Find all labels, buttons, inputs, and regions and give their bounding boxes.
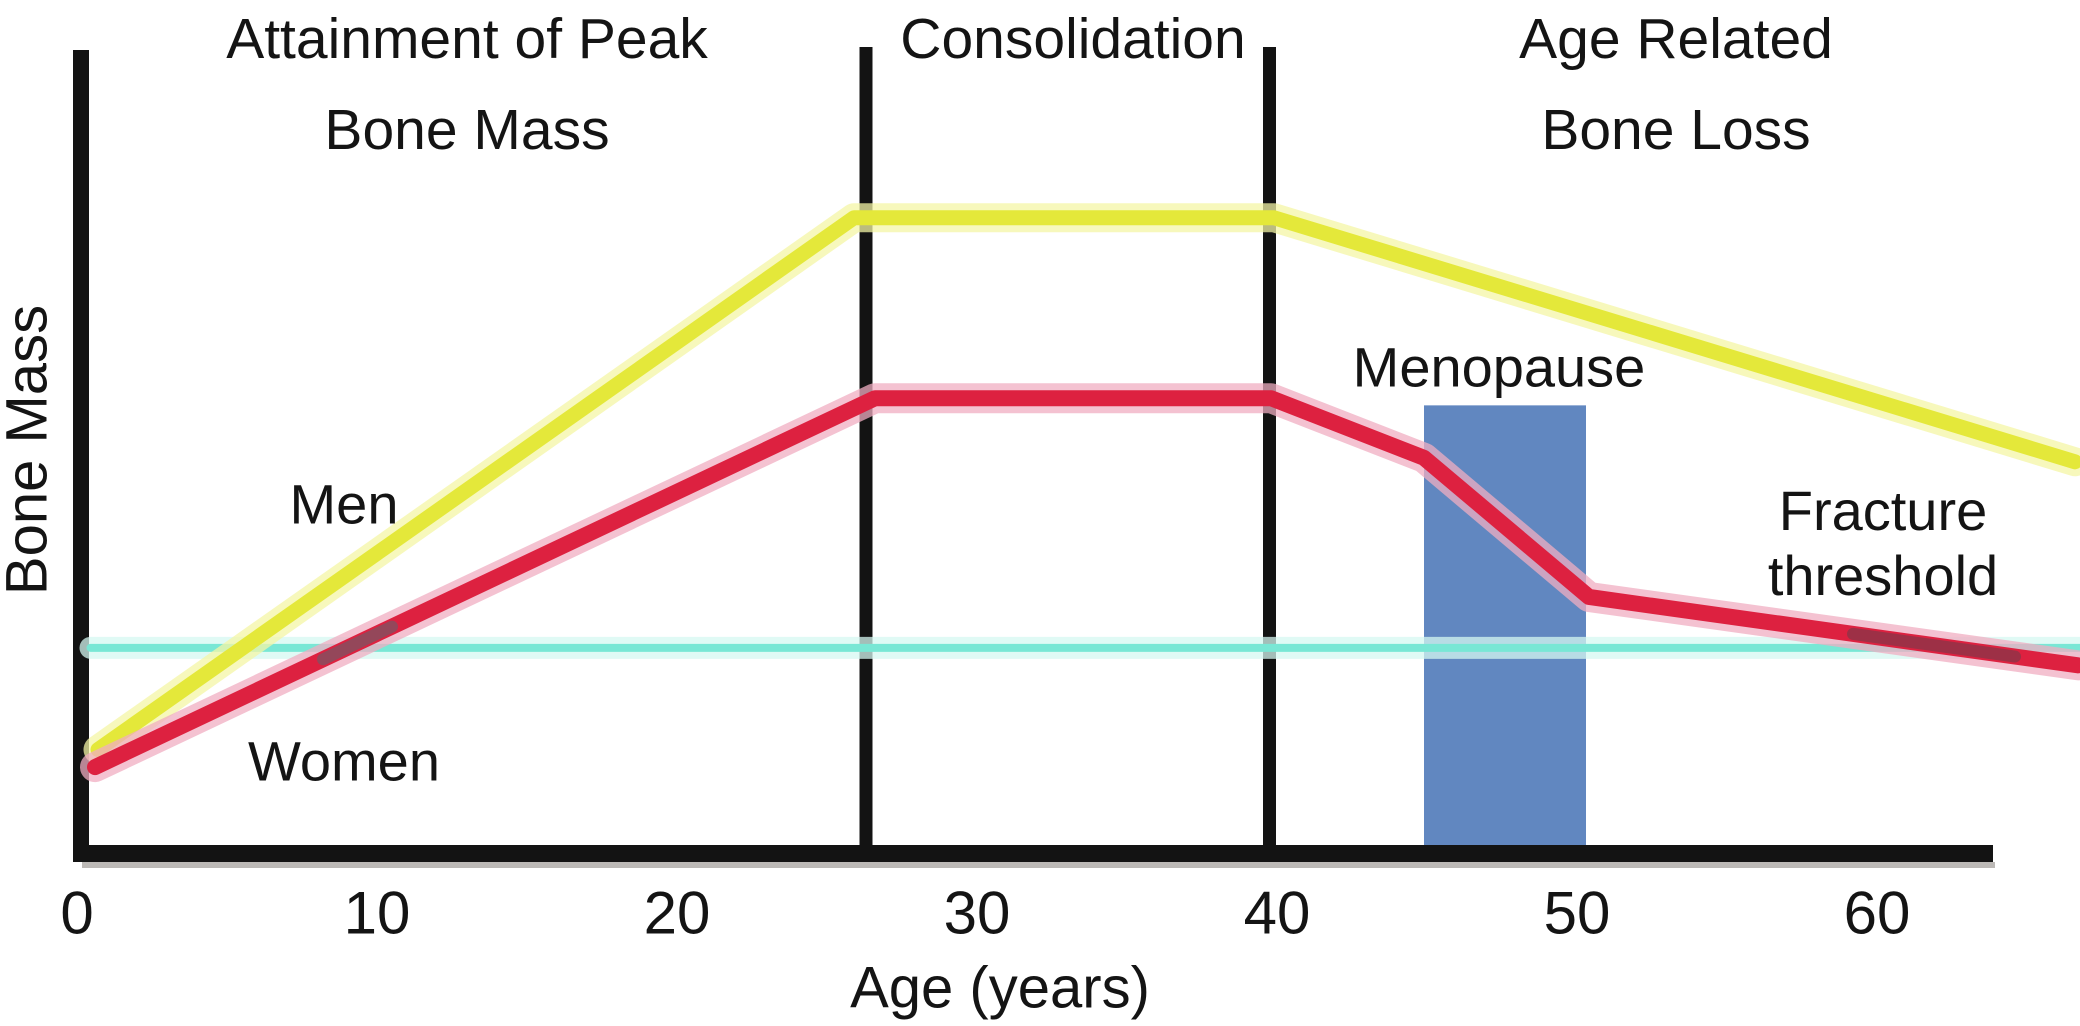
phase-title-3: Age Related Bone Loss <box>1519 7 1833 163</box>
y-axis <box>73 50 89 862</box>
x-tick-label: 20 <box>643 879 711 947</box>
women-line <box>87 390 2080 776</box>
phase-title-2: Consolidation <box>900 7 1246 71</box>
men-line <box>90 210 2080 758</box>
series-label-women: Women <box>248 729 440 793</box>
x-tick-label: 60 <box>1843 879 1911 947</box>
line-crossing-blend <box>317 620 398 666</box>
phase-title-1: Attainment of Peak Bone Mass <box>226 7 708 163</box>
x-axis <box>73 845 1993 862</box>
phase-divider <box>1263 47 1276 862</box>
y-axis-title: Bone Mass <box>0 304 60 596</box>
line-crossing-blend <box>1847 627 2021 663</box>
x-tick-label: 30 <box>943 879 1011 947</box>
x-tick-label: 50 <box>1543 879 1611 947</box>
phase-divider <box>859 47 873 862</box>
x-tick-label: 10 <box>343 879 411 947</box>
x-tick-label: 0 <box>60 879 94 947</box>
fracture-threshold-label: Fracture threshold <box>1767 479 1999 608</box>
menopause-label: Menopause <box>1352 335 1646 399</box>
x-axis-shadow <box>82 862 1995 868</box>
series-label-men: Men <box>289 472 399 536</box>
x-axis-title: Age (years) <box>850 955 1150 1021</box>
x-tick-label: 40 <box>1243 879 1311 947</box>
